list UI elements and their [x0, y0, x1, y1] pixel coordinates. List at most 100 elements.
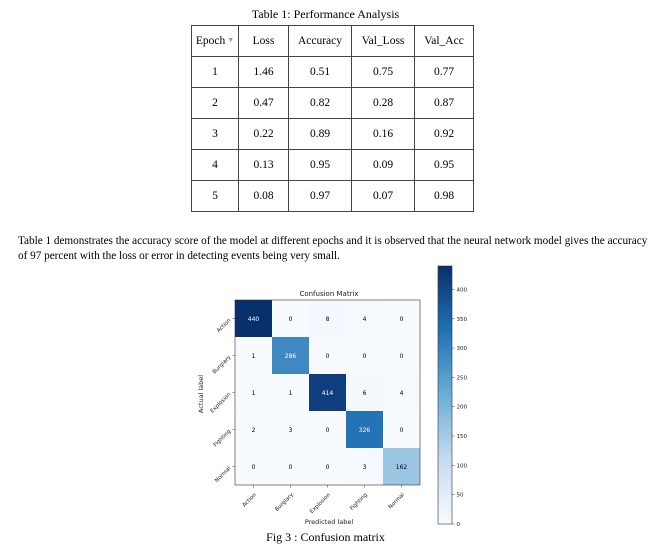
cell-value-label: 326: [359, 427, 371, 434]
heatmap-cell: [272, 411, 309, 448]
table-cell: 0.87: [414, 87, 474, 119]
heatmap-cell: [346, 448, 383, 485]
y-axis-label: Actual label: [197, 375, 205, 413]
confusion-matrix-chart: Confusion Matrix 440 0 8 4 0 1 286 0 0 0 1 1 414 6 4 2 3…: [197, 265, 467, 528]
table-cell: 0.92: [414, 118, 474, 150]
y-tick-label: Burglary: [212, 354, 233, 375]
column-header-val-loss: Val_Loss: [351, 25, 415, 57]
colorbar-tick-label: 400: [457, 287, 468, 293]
table-row: 1 1.46 0.51 0.75 0.77: [191, 56, 474, 88]
x-tick-label: Burglary: [274, 492, 295, 513]
cell-value-label: 414: [322, 390, 334, 397]
x-tick-labels: Action Burglary Explosion Fighting Normal: [241, 485, 406, 515]
table-cell: 0.98: [414, 180, 474, 212]
cell-value-label: 3: [289, 427, 293, 434]
cell-value-label: 1: [252, 353, 256, 360]
cell-value-label: 0: [289, 316, 293, 323]
cell-value-label: 0: [326, 353, 330, 360]
y-tick-label: Action: [216, 317, 233, 334]
performance-table: Epoch ▼ Loss Accuracy Val_Loss Val_Acc 1 …: [191, 25, 474, 212]
column-header-label: Epoch: [195, 35, 226, 47]
heatmap-cell: [383, 337, 420, 374]
cell-value-label: 0: [400, 353, 404, 360]
colorbar-tick-label: 350: [457, 317, 468, 323]
table-cell: 0.07: [351, 180, 415, 212]
filter-dropdown-icon[interactable]: ▼: [227, 36, 235, 44]
cell-value-label: 0: [400, 316, 404, 323]
table-cell: 3: [191, 118, 239, 150]
x-tick-label: Explosion: [309, 492, 332, 515]
x-tick-label: Normal: [388, 492, 407, 511]
heatmap-cell: [309, 300, 346, 337]
colorbar-tick-label: 300: [457, 346, 468, 352]
heatmap-cell: [235, 374, 272, 411]
table-cell: 0.09: [351, 149, 415, 181]
cell-value-label: 8: [326, 316, 330, 323]
table-cell: 0.51: [288, 56, 352, 88]
x-tick-label: Action: [241, 492, 258, 509]
cell-value-label: 2: [252, 427, 256, 434]
cell-value-label: 0: [363, 353, 367, 360]
heatmap-cell: [272, 374, 309, 411]
figure-caption: Fig 3 : Confusion matrix: [266, 530, 385, 544]
colorbar-ticks: 0 50 100 150 200 250 300 350 400: [452, 287, 467, 528]
table-cell: 0.47: [238, 87, 289, 119]
table-cell: 5: [191, 180, 239, 212]
cell-value-label: 0: [289, 464, 293, 471]
cell-value-label: 0: [326, 464, 330, 471]
heatmap-cell: [309, 448, 346, 485]
colorbar-tick-label: 50: [457, 493, 464, 499]
cell-value-label: 4: [363, 316, 367, 323]
colorbar: [437, 265, 453, 525]
table-header-row: Epoch ▼ Loss Accuracy Val_Loss Val_Acc: [191, 25, 474, 57]
x-tick-label: Fighting: [349, 492, 369, 512]
column-header-val-acc: Val_Acc: [414, 25, 474, 57]
colorbar-tick-label: 150: [457, 434, 468, 440]
heatmap-cell: [346, 374, 383, 411]
table-cell: 0.77: [414, 56, 474, 88]
column-header-accuracy: Accuracy: [288, 25, 352, 57]
colorbar-tick-label: 0: [457, 522, 461, 528]
y-tick-labels: Action Burglary Explosion Fighting Normal: [210, 317, 235, 484]
colorbar-tick-label: 200: [457, 405, 468, 411]
table-cell: 2: [191, 87, 239, 119]
heatmap-cell: [346, 300, 383, 337]
table-cell: 0.89: [288, 118, 352, 150]
heatmap-cell: [346, 337, 383, 374]
heatmap-cell: [309, 374, 346, 411]
cell-value-label: 4: [400, 390, 404, 397]
table-cell: 0.97: [288, 180, 352, 212]
column-header-epoch: Epoch ▼: [191, 25, 239, 57]
y-tick-label: Explosion: [210, 391, 233, 414]
heatmap-cell: [272, 337, 309, 374]
chart-title: Confusion Matrix: [299, 290, 358, 298]
cell-value-label: 6: [363, 390, 367, 397]
table-caption: Table 1: Performance Analysis: [251, 7, 400, 21]
cell-value-label: 3: [363, 464, 367, 471]
heatmap-cell: [272, 300, 309, 337]
heatmap-cell: [309, 411, 346, 448]
table-cell: 0.08: [238, 180, 289, 212]
colorbar-tick-label: 250: [457, 375, 468, 381]
colorbar-tick-label: 100: [457, 463, 468, 469]
table-cell: 0.95: [288, 149, 352, 181]
cell-value-label: 0: [252, 464, 256, 471]
x-axis-label: Predicted label: [305, 518, 353, 526]
heatmap-cell: [235, 411, 272, 448]
table-cell: 0.16: [351, 118, 415, 150]
table-cell: 0.75: [351, 56, 415, 88]
table-row: 5 0.08 0.97 0.07 0.98: [191, 180, 474, 212]
table-cell: 1.46: [238, 56, 289, 88]
heatmap-cell: [235, 300, 272, 337]
heatmap-cell: [235, 337, 272, 374]
heatmap-cell: [309, 337, 346, 374]
cell-value-label: 162: [396, 464, 408, 471]
table-row: 2 0.47 0.82 0.28 0.87: [191, 87, 474, 119]
cell-value-label: 440: [248, 316, 260, 323]
y-tick-label: Normal: [214, 465, 233, 484]
table-cell: 4: [191, 149, 239, 181]
heatmap-cell: [383, 300, 420, 337]
heatmap-cell: [383, 374, 420, 411]
heatmap-cell: [383, 448, 420, 485]
cell-value-label: 0: [400, 427, 404, 434]
